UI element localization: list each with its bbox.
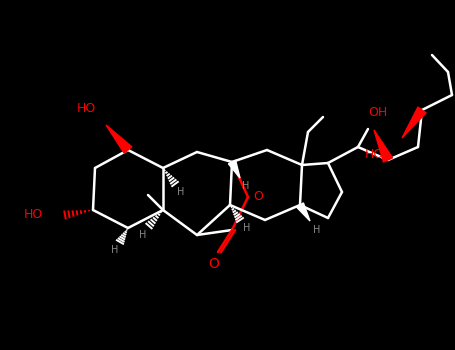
Polygon shape xyxy=(297,203,310,221)
Text: H: H xyxy=(243,181,250,191)
Polygon shape xyxy=(228,160,240,178)
Text: OH: OH xyxy=(369,106,388,119)
Polygon shape xyxy=(402,107,426,138)
Text: H: H xyxy=(313,225,321,235)
Text: H: H xyxy=(243,223,251,233)
Text: O: O xyxy=(208,257,219,271)
Text: HO: HO xyxy=(76,102,96,114)
Polygon shape xyxy=(374,130,393,162)
Text: HO: HO xyxy=(24,209,43,222)
Polygon shape xyxy=(106,125,132,153)
Text: O: O xyxy=(253,190,263,203)
Text: HO: HO xyxy=(365,147,384,161)
Text: H: H xyxy=(139,230,147,240)
Text: H: H xyxy=(177,187,185,197)
Text: H: H xyxy=(111,245,119,255)
